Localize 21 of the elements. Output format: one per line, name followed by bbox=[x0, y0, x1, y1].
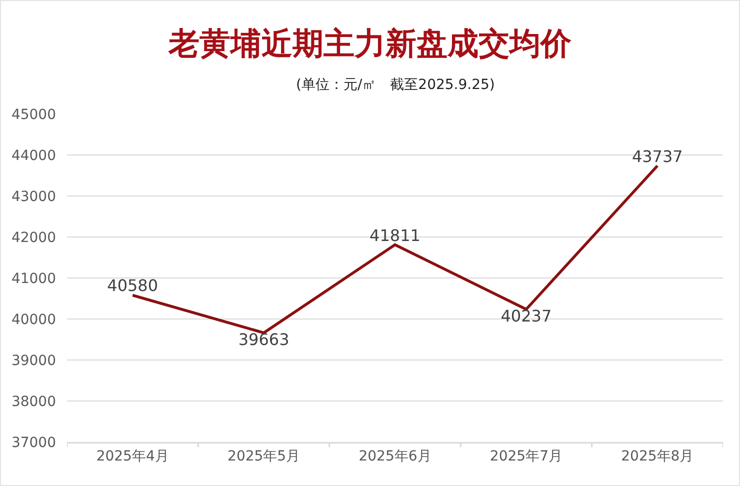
y-tick-label: 38000 bbox=[11, 394, 56, 410]
chart-subtitle: (单位：元/㎡ 截至2025.9.25) bbox=[296, 77, 495, 93]
data-label: 39663 bbox=[238, 330, 290, 349]
data-label: 41811 bbox=[370, 226, 420, 245]
y-tick-label: 41000 bbox=[11, 270, 56, 287]
y-tick-label: 43000 bbox=[11, 188, 56, 205]
y-tick-label: 44000 bbox=[11, 148, 56, 164]
x-tick-label: 2025年7月 bbox=[490, 448, 562, 464]
data-label: 40237 bbox=[500, 306, 552, 326]
y-tick-label: 42000 bbox=[11, 230, 56, 246]
x-tick-label: 2025年8月 bbox=[621, 448, 694, 464]
data-label: 43737 bbox=[632, 146, 683, 166]
chart-title: 老黄埔近期主力新盘成交均价 bbox=[168, 26, 572, 62]
x-tick-label: 2025年6月 bbox=[358, 448, 432, 464]
x-tick-label: 2025年5月 bbox=[228, 448, 300, 464]
y-tick-label: 39000 bbox=[11, 352, 56, 369]
y-tick-label: 37000 bbox=[11, 434, 56, 451]
y-tick-label: 40000 bbox=[11, 312, 56, 328]
y-tick-label: 45000 bbox=[11, 106, 56, 123]
data-label: 40580 bbox=[107, 276, 158, 296]
x-tick-label: 2025年4月 bbox=[96, 448, 169, 464]
